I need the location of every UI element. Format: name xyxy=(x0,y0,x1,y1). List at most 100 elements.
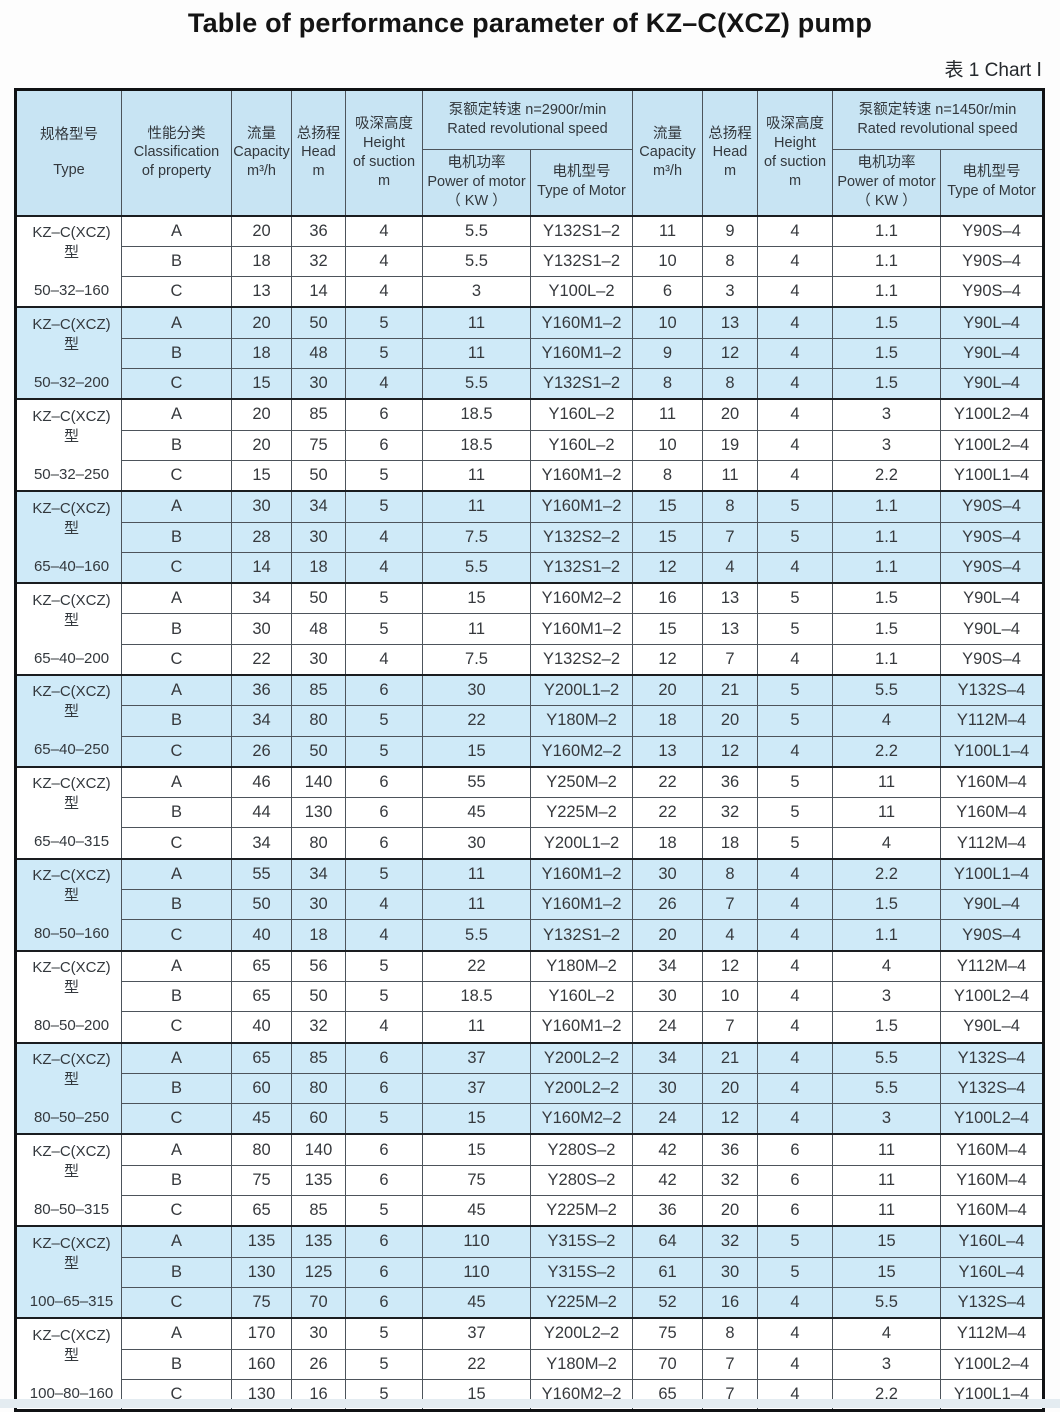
power-1450-cell: 11 xyxy=(832,1195,942,1227)
pump-series-label: KZ–C(XCZ) 型 xyxy=(32,315,111,353)
col-header-capacity-2900: 流量 Capacity m³/h xyxy=(231,88,292,217)
capacity-1450-cell: 64 xyxy=(632,1225,704,1258)
pump-series-label: KZ–C(XCZ) 型 xyxy=(32,223,111,261)
head-2900-cell: 80 xyxy=(291,705,346,737)
power-1450-cell: 5.5 xyxy=(832,1041,942,1074)
suction-2900-cell: 4 xyxy=(345,368,423,400)
suction-1450-cell: 4 xyxy=(757,337,834,370)
capacity-2900-cell: 135 xyxy=(231,1225,292,1258)
motor-1450-cell: Y90L–4 xyxy=(940,368,1045,400)
power-2900-cell: 5.5 xyxy=(422,368,531,400)
power-2900-cell: 30 xyxy=(422,673,531,707)
head-1450-cell: 7 xyxy=(702,1348,759,1380)
power-2900-cell: 18.5 xyxy=(422,980,531,1013)
table-row: C 45 60 5 15 Y160M2–2 24 12 4 3 Y100L2–4 xyxy=(16,1103,1045,1135)
pump-series-label: KZ–C(XCZ) 型 xyxy=(32,775,111,813)
power-2900-cell: 45 xyxy=(422,1195,531,1227)
suction-1450-cell: 4 xyxy=(757,889,834,921)
capacity-2900-cell: 170 xyxy=(231,1317,292,1350)
motor-2900-cell: Y160L–2 xyxy=(529,429,634,461)
suction-2900-cell: 6 xyxy=(345,1133,423,1166)
power-1450-cell: 1.1 xyxy=(832,521,942,553)
capacity-2900-cell: 20 xyxy=(231,306,292,339)
suction-1450-cell: 4 xyxy=(757,949,834,982)
col-header-power-2900: 电机功率 Power of motor （ KW ） xyxy=(422,148,531,217)
table-row: C 34 80 6 30 Y200L1–2 18 18 5 4 Y112M–4 xyxy=(16,827,1045,860)
motor-1450-cell: Y112M–4 xyxy=(940,705,1045,737)
head-1450-cell: 20 xyxy=(702,705,759,737)
head-1450-cell: 30 xyxy=(702,1256,759,1288)
motor-1450-cell: Y90L–4 xyxy=(940,889,1045,921)
motor-2900-cell: Y100L–2 xyxy=(529,276,634,308)
capacity-1450-cell: 30 xyxy=(632,1072,704,1105)
classification-cell: C xyxy=(121,827,232,860)
suction-2900-cell: 6 xyxy=(345,1225,423,1258)
motor-1450-cell: Y112M–4 xyxy=(940,827,1045,860)
head-2900-cell: 50 xyxy=(291,735,346,768)
pump-series-label: KZ–C(XCZ) 型 xyxy=(32,867,111,905)
head-2900-cell: 135 xyxy=(291,1164,346,1197)
classification-cell: B xyxy=(121,1256,232,1288)
table-row: B 160 26 5 22 Y180M–2 70 7 4 3 Y100L2–4 xyxy=(16,1348,1045,1380)
power-1450-cell: 15 xyxy=(832,1256,942,1288)
col-header-head-2900: 总扬程 Head m xyxy=(291,88,346,217)
capacity-2900-cell: 15 xyxy=(231,368,292,400)
motor-2900-cell: Y132S1–2 xyxy=(529,551,634,584)
suction-1450-cell: 6 xyxy=(757,1164,834,1197)
motor-1450-cell: Y90L–4 xyxy=(940,582,1045,615)
table-row: B 34 80 5 22 Y180M–2 18 20 5 4 Y112M–4 xyxy=(16,705,1045,737)
pump-model-cell: KZ–C(XCZ) 型 65–40–315 xyxy=(15,765,122,860)
suction-2900-cell: 5 xyxy=(345,1317,423,1350)
table-header: 规格型号 Type 性能分类 Classification of property 流… xyxy=(15,88,1045,217)
pump-model-cell: KZ–C(XCZ) 型 50–32–250 xyxy=(15,398,122,492)
suction-2900-cell: 5 xyxy=(345,306,423,339)
suction-2900-cell: 5 xyxy=(345,1103,423,1135)
motor-2900-cell: Y225M–2 xyxy=(529,797,634,829)
table-row: B 18 48 5 11 Y160M1–2 9 12 4 1.5 Y90L–4 xyxy=(16,337,1045,370)
power-1450-cell: 3 xyxy=(832,429,942,461)
suction-2900-cell: 4 xyxy=(345,214,423,247)
capacity-1450-cell: 42 xyxy=(632,1164,704,1197)
motor-2900-cell: Y315S–2 xyxy=(529,1256,634,1288)
head-2900-cell: 75 xyxy=(291,429,346,461)
power-1450-cell: 4 xyxy=(832,827,942,860)
pump-series-label: KZ–C(XCZ) 型 xyxy=(32,407,111,445)
capacity-2900-cell: 65 xyxy=(231,1195,292,1227)
table-row: KZ–C(XCZ) 型 65–40–250 A 36 85 6 30 Y200L1–2 20 21… xyxy=(15,673,1045,768)
classification-cell: B xyxy=(121,980,232,1013)
suction-2900-cell: 6 xyxy=(345,765,423,799)
head-1450-cell: 7 xyxy=(702,889,759,921)
suction-2900-cell: 5 xyxy=(345,337,423,370)
capacity-1450-cell: 10 xyxy=(632,245,704,278)
power-2900-cell: 11 xyxy=(422,857,531,891)
classification-cell: B xyxy=(121,1164,232,1197)
motor-2900-cell: Y200L2–2 xyxy=(529,1072,634,1105)
motor-1450-cell: Y100L1–4 xyxy=(940,735,1045,768)
table-row: KZ–C(XCZ) 型 80–50–250 A 65 85 6 37 Y200L2–2 34 21… xyxy=(15,1041,1045,1135)
table-row: C 14 18 4 5.5 Y132S1–2 12 4 4 1.1 Y90S–4 xyxy=(16,551,1045,584)
capacity-2900-cell: 130 xyxy=(231,1256,292,1288)
motor-2900-cell: Y225M–2 xyxy=(529,1286,634,1319)
suction-2900-cell: 6 xyxy=(345,1072,423,1105)
pump-model-cell: KZ–C(XCZ) 型 65–40–250 xyxy=(15,673,122,768)
motor-1450-cell: Y90S–4 xyxy=(940,276,1045,308)
suction-1450-cell: 5 xyxy=(757,673,834,707)
pump-series-label: KZ–C(XCZ) 型 xyxy=(32,1234,111,1272)
suction-1450-cell: 5 xyxy=(757,765,834,799)
motor-1450-cell: Y90L–4 xyxy=(940,306,1045,339)
capacity-1450-cell: 18 xyxy=(632,827,704,860)
head-2900-cell: 50 xyxy=(291,582,346,615)
head-1450-cell: 7 xyxy=(702,1011,759,1044)
table-row: C 65 85 5 45 Y225M–2 36 20 6 11 Y160M–4 xyxy=(16,1195,1045,1227)
classification-cell: C xyxy=(121,735,232,768)
head-2900-cell: 30 xyxy=(291,521,346,553)
head-2900-cell: 56 xyxy=(291,949,346,982)
head-1450-cell: 32 xyxy=(702,797,759,829)
classification-cell: C xyxy=(121,643,232,676)
head-1450-cell: 9 xyxy=(702,214,759,247)
suction-2900-cell: 6 xyxy=(345,1256,423,1288)
motor-2900-cell: Y180M–2 xyxy=(529,1348,634,1380)
motor-2900-cell: Y132S1–2 xyxy=(529,245,634,278)
classification-cell: C xyxy=(121,551,232,584)
power-2900-cell: 37 xyxy=(422,1041,531,1074)
